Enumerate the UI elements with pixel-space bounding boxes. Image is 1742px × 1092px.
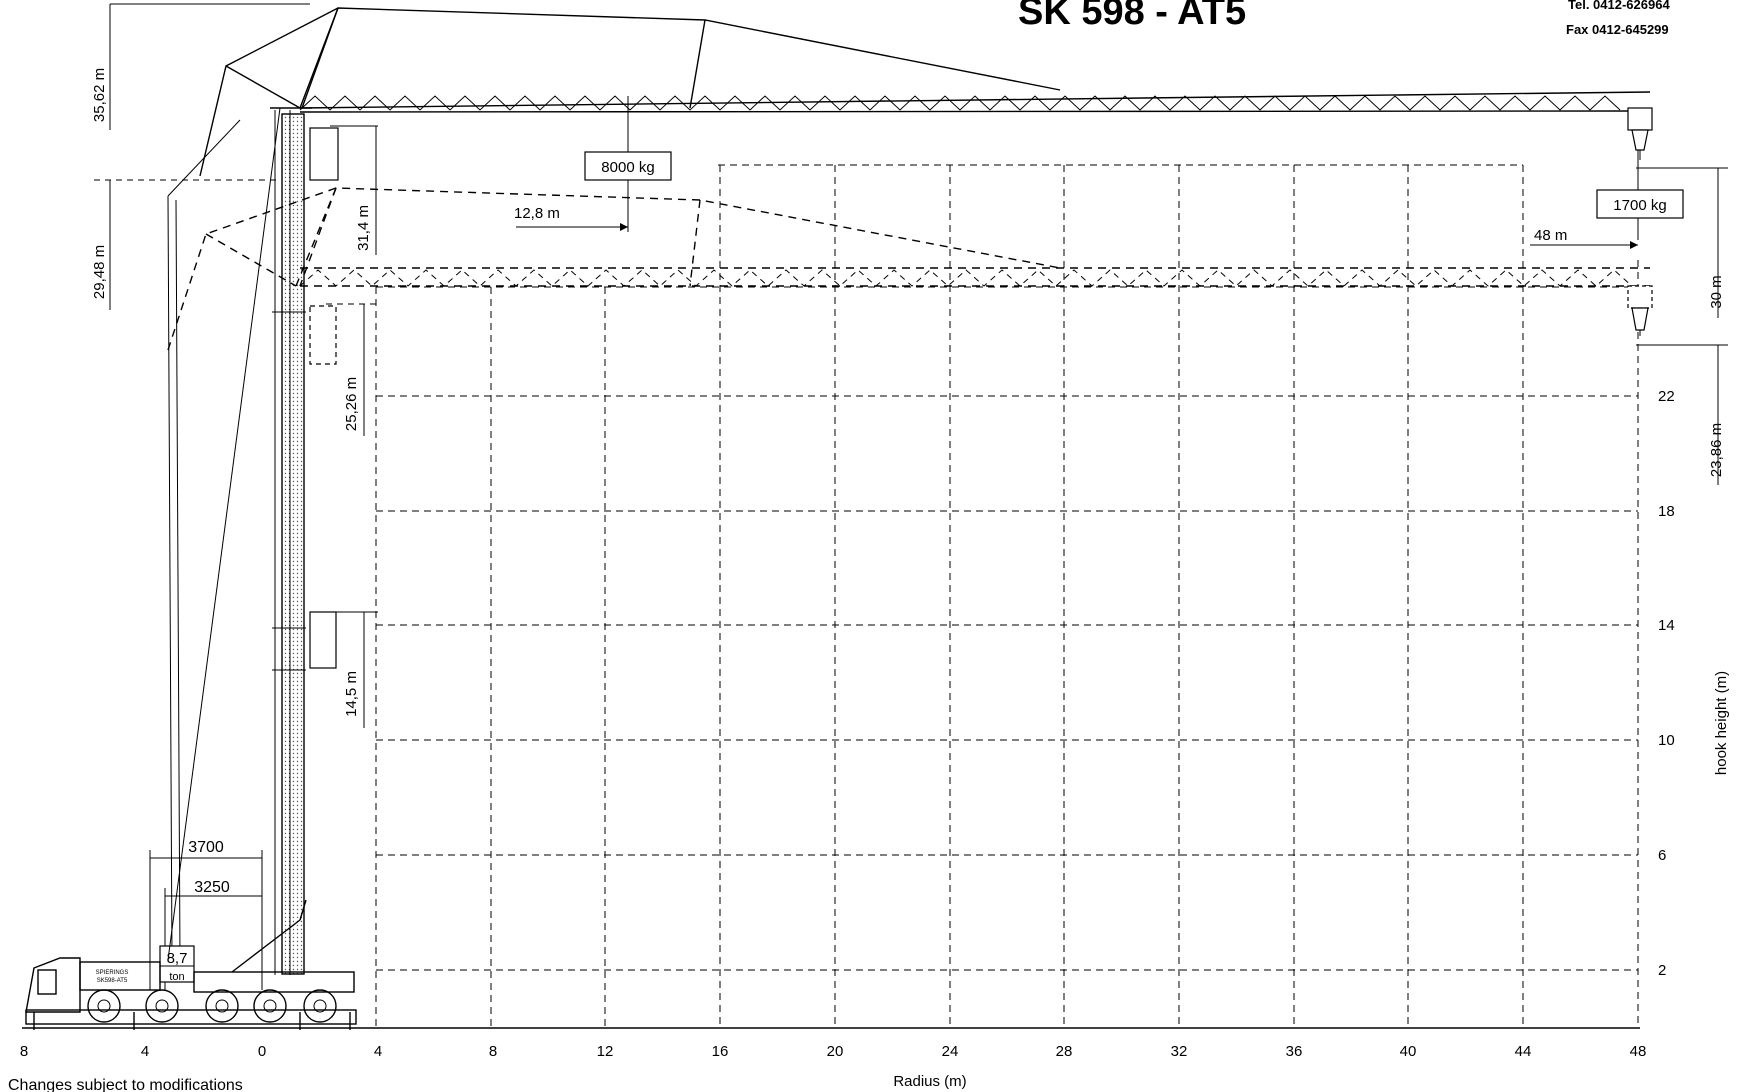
x-tick-label: 44 (1515, 1043, 1532, 1060)
x-tick-label: 0 (258, 1043, 266, 1060)
dim-radius-12-8: 12,8 m (514, 205, 560, 222)
pendant-rope (167, 107, 281, 961)
x-tick-label: 8 (20, 1043, 28, 1060)
max-load-label: 8000 kg (601, 159, 654, 176)
y-tick-label: 6 (1658, 847, 1666, 864)
load-labels: 8000 kg 1700 kg (584, 151, 1684, 219)
truck-model: SK598-AT5 (97, 978, 128, 984)
outrigger-dimensions: 3700 3250 (149, 839, 263, 990)
x-tick-label: 20 (827, 1043, 844, 1060)
x-tick-label: 16 (712, 1043, 729, 1060)
dim-luffed-height: 29,48 m (91, 245, 108, 299)
y-tick-label: 22 (1658, 388, 1675, 405)
dim-low-height: 25,26 m (343, 377, 360, 431)
dim-right-hook-height: 30 m (1708, 275, 1725, 308)
outrigger-outer-value: 3700 (188, 839, 224, 856)
dim-right-low-hook-height: 23,86 m (1708, 423, 1725, 477)
outrigger-inner-value: 3250 (194, 879, 230, 896)
crane-tower (270, 107, 339, 975)
tip-load-label: 1700 kg (1613, 197, 1666, 214)
x-tick-label: 48 (1630, 1043, 1647, 1060)
grid (375, 164, 1639, 1028)
crane-jib-luffed (167, 187, 1653, 351)
counterweight-unit: ton (169, 971, 184, 983)
x-tick-label: 28 (1056, 1043, 1073, 1060)
x-tick-label: 40 (1400, 1043, 1417, 1060)
dim-top-height: 35,62 m (91, 68, 108, 122)
y-tick-label: 18 (1658, 503, 1675, 520)
y-tick-label: 10 (1658, 732, 1675, 749)
footer-note: Changes subject to modifications (8, 1077, 243, 1092)
dim-radius-48: 48 m (1534, 227, 1567, 244)
x-tick-label: 12 (597, 1043, 614, 1060)
x-tick-label: 36 (1286, 1043, 1303, 1060)
x-tick-label: 4 (141, 1043, 149, 1060)
y-tick-labels: 22 18 14 10 6 2 (1658, 388, 1675, 979)
counterweight-value: 8,7 (167, 950, 188, 967)
truck-wheels (87, 989, 337, 1023)
counterweight: 8,7 ton (159, 945, 195, 983)
dim-base-height: 14,5 m (343, 671, 360, 717)
x-tick-label: 8 (489, 1043, 497, 1060)
dim-mid-height: 31,4 m (355, 205, 372, 251)
x-tick-label: 24 (942, 1043, 959, 1060)
x-tick-label: 4 (374, 1043, 382, 1060)
diagram-title: SK 598 - AT5 (1018, 0, 1246, 33)
contact-fax: Fax 0412-645299 (1566, 22, 1669, 37)
dimension-lines: 35,62 m 29,48 m 31,4 m 25,26 m 14,5 m 30… (91, 3, 1728, 728)
y-tick-label: 2 (1658, 962, 1666, 979)
x-tick-labels: 8 4 0 4 8 12 16 20 24 28 32 36 40 44 48 (20, 1043, 1647, 1060)
y-axis-label: hook height (m) (1713, 671, 1730, 775)
contact-tel: Tel. 0412-626964 (1568, 0, 1670, 12)
y-tick-label: 14 (1658, 617, 1675, 634)
truck-carrier: SPIERINGS SK598-AT5 (25, 899, 357, 1030)
x-axis-label: Radius (m) (893, 1073, 966, 1090)
radius-dimensions: 12,8 m 48 m (514, 96, 1639, 249)
truck-brand: SPIERINGS (96, 970, 129, 976)
crane-jib-raised (167, 7, 1653, 961)
x-tick-label: 32 (1171, 1043, 1188, 1060)
